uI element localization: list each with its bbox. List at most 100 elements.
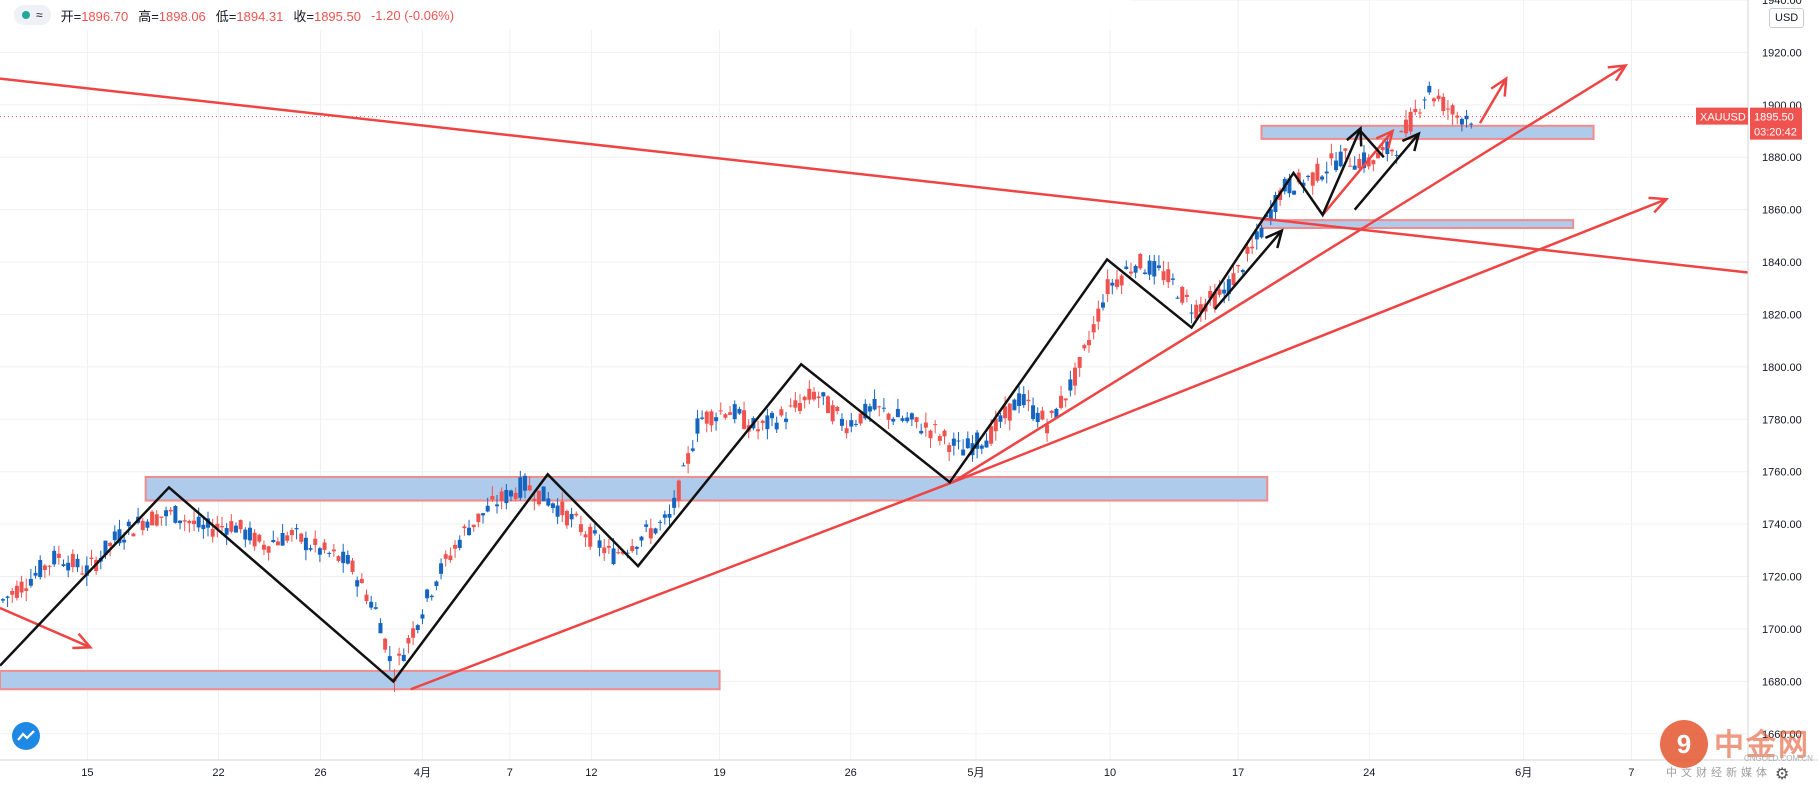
candle-body xyxy=(504,489,509,504)
price-tag xyxy=(1750,107,1802,140)
candle-body xyxy=(420,614,425,619)
red-trend-line[interactable] xyxy=(410,64,1627,691)
symbol-toggle-pill[interactable]: ≈ xyxy=(14,5,51,25)
ohlc-change: -1.20 (-0.06%) xyxy=(370,7,455,23)
x-tick-label: 5月 xyxy=(967,767,984,779)
candle-body xyxy=(308,548,313,550)
ohlc-close: 收=1895.50 xyxy=(293,6,361,25)
countdown-text: 03:20:42 xyxy=(1754,127,1797,139)
candle-body xyxy=(294,528,299,530)
candle-body xyxy=(1133,265,1138,273)
candle-body xyxy=(1417,112,1422,114)
support-zone[interactable] xyxy=(0,669,721,691)
candle-body xyxy=(895,408,900,418)
black-wave-path[interactable] xyxy=(0,127,1362,684)
candle-body xyxy=(1040,410,1045,420)
candle-body xyxy=(238,519,243,530)
candle-body xyxy=(182,520,187,522)
candle-body xyxy=(807,388,812,400)
candle-body xyxy=(704,411,709,424)
candle-body xyxy=(583,534,588,538)
candle-body xyxy=(872,398,877,410)
candle-body xyxy=(1077,357,1082,368)
candle-body xyxy=(201,524,206,530)
tradingview-logo-icon[interactable] xyxy=(12,722,40,750)
red-trend-line[interactable] xyxy=(1321,130,1394,216)
candle-body xyxy=(1138,253,1143,269)
y-tick-label: 1860.00 xyxy=(1762,205,1802,217)
candle-body xyxy=(1343,148,1348,151)
candle-body xyxy=(490,496,495,500)
candle-body xyxy=(569,513,574,520)
candle-body xyxy=(1431,98,1436,102)
candle-body xyxy=(1175,297,1180,299)
support-zone[interactable] xyxy=(144,475,1269,502)
candle-body xyxy=(536,490,541,505)
candle-body xyxy=(942,430,947,437)
candle-body xyxy=(495,504,500,507)
x-tick-label: 17 xyxy=(1232,767,1244,779)
candle-body xyxy=(821,392,826,397)
candle-body xyxy=(1450,105,1455,115)
candle-body xyxy=(858,413,863,424)
candle-body xyxy=(1422,99,1427,101)
candle-body xyxy=(443,554,448,559)
candle-body xyxy=(1049,410,1054,414)
candle-body xyxy=(206,518,211,528)
close-value: 1895.50 xyxy=(313,8,361,24)
black-wave-path[interactable] xyxy=(1359,130,1385,159)
candle-body xyxy=(1198,304,1203,313)
ohlc-low: 低=1894.31 xyxy=(216,6,284,25)
candle-body xyxy=(947,445,952,453)
red-trend-line[interactable] xyxy=(0,606,91,649)
candle-body xyxy=(350,560,355,572)
ohlc-open: 开=1896.70 xyxy=(61,6,129,25)
candle-body xyxy=(877,406,882,408)
currency-label[interactable]: USD xyxy=(1769,8,1805,28)
candle-body xyxy=(1324,171,1329,174)
support-zone[interactable] xyxy=(1260,124,1595,140)
time-axis[interactable] xyxy=(0,760,1818,788)
candle-body xyxy=(131,533,136,537)
open-label: 开= xyxy=(60,8,82,24)
candle-body xyxy=(1180,286,1185,303)
candle-body xyxy=(0,599,5,601)
candle-body xyxy=(644,524,649,527)
candle-body xyxy=(140,520,145,531)
watermark: 9 中金网 CNGOLD.COM.CN 中文财经新媒体 xyxy=(1660,720,1813,780)
black-wave-path[interactable] xyxy=(1213,229,1283,311)
candle-body xyxy=(1338,151,1343,167)
candle-body xyxy=(457,539,462,548)
candle-body xyxy=(989,426,994,444)
support-zone[interactable] xyxy=(1260,219,1575,229)
candle-body xyxy=(1315,163,1320,181)
open-value: 1896.70 xyxy=(81,8,129,24)
red-trend-line[interactable] xyxy=(952,198,1667,484)
candle-body xyxy=(80,573,85,575)
red-arrow-head xyxy=(1607,64,1629,82)
candle-body xyxy=(1306,175,1311,178)
candle-body xyxy=(975,432,980,449)
candle-body xyxy=(909,413,914,420)
y-tick-label: 1880.00 xyxy=(1762,152,1802,164)
candle-body xyxy=(611,548,616,565)
candle-body xyxy=(1166,269,1171,283)
candle-body xyxy=(853,423,858,425)
gear-icon[interactable]: ⚙ xyxy=(1775,766,1790,783)
x-tick-label: 24 xyxy=(1363,767,1375,779)
red-trend-line[interactable] xyxy=(0,77,1749,274)
candle-body xyxy=(1152,261,1157,277)
black-wave-path[interactable] xyxy=(1353,132,1420,211)
candle-body xyxy=(737,408,742,414)
candle-body xyxy=(70,553,75,568)
candle-body xyxy=(1310,172,1315,186)
candle-body xyxy=(154,514,159,526)
candle-body xyxy=(811,391,816,400)
candle-body xyxy=(1296,172,1301,183)
candle-body xyxy=(401,654,406,661)
candle-body xyxy=(839,418,844,426)
candle-body xyxy=(1394,155,1399,157)
red-trend-line[interactable] xyxy=(1478,77,1508,124)
